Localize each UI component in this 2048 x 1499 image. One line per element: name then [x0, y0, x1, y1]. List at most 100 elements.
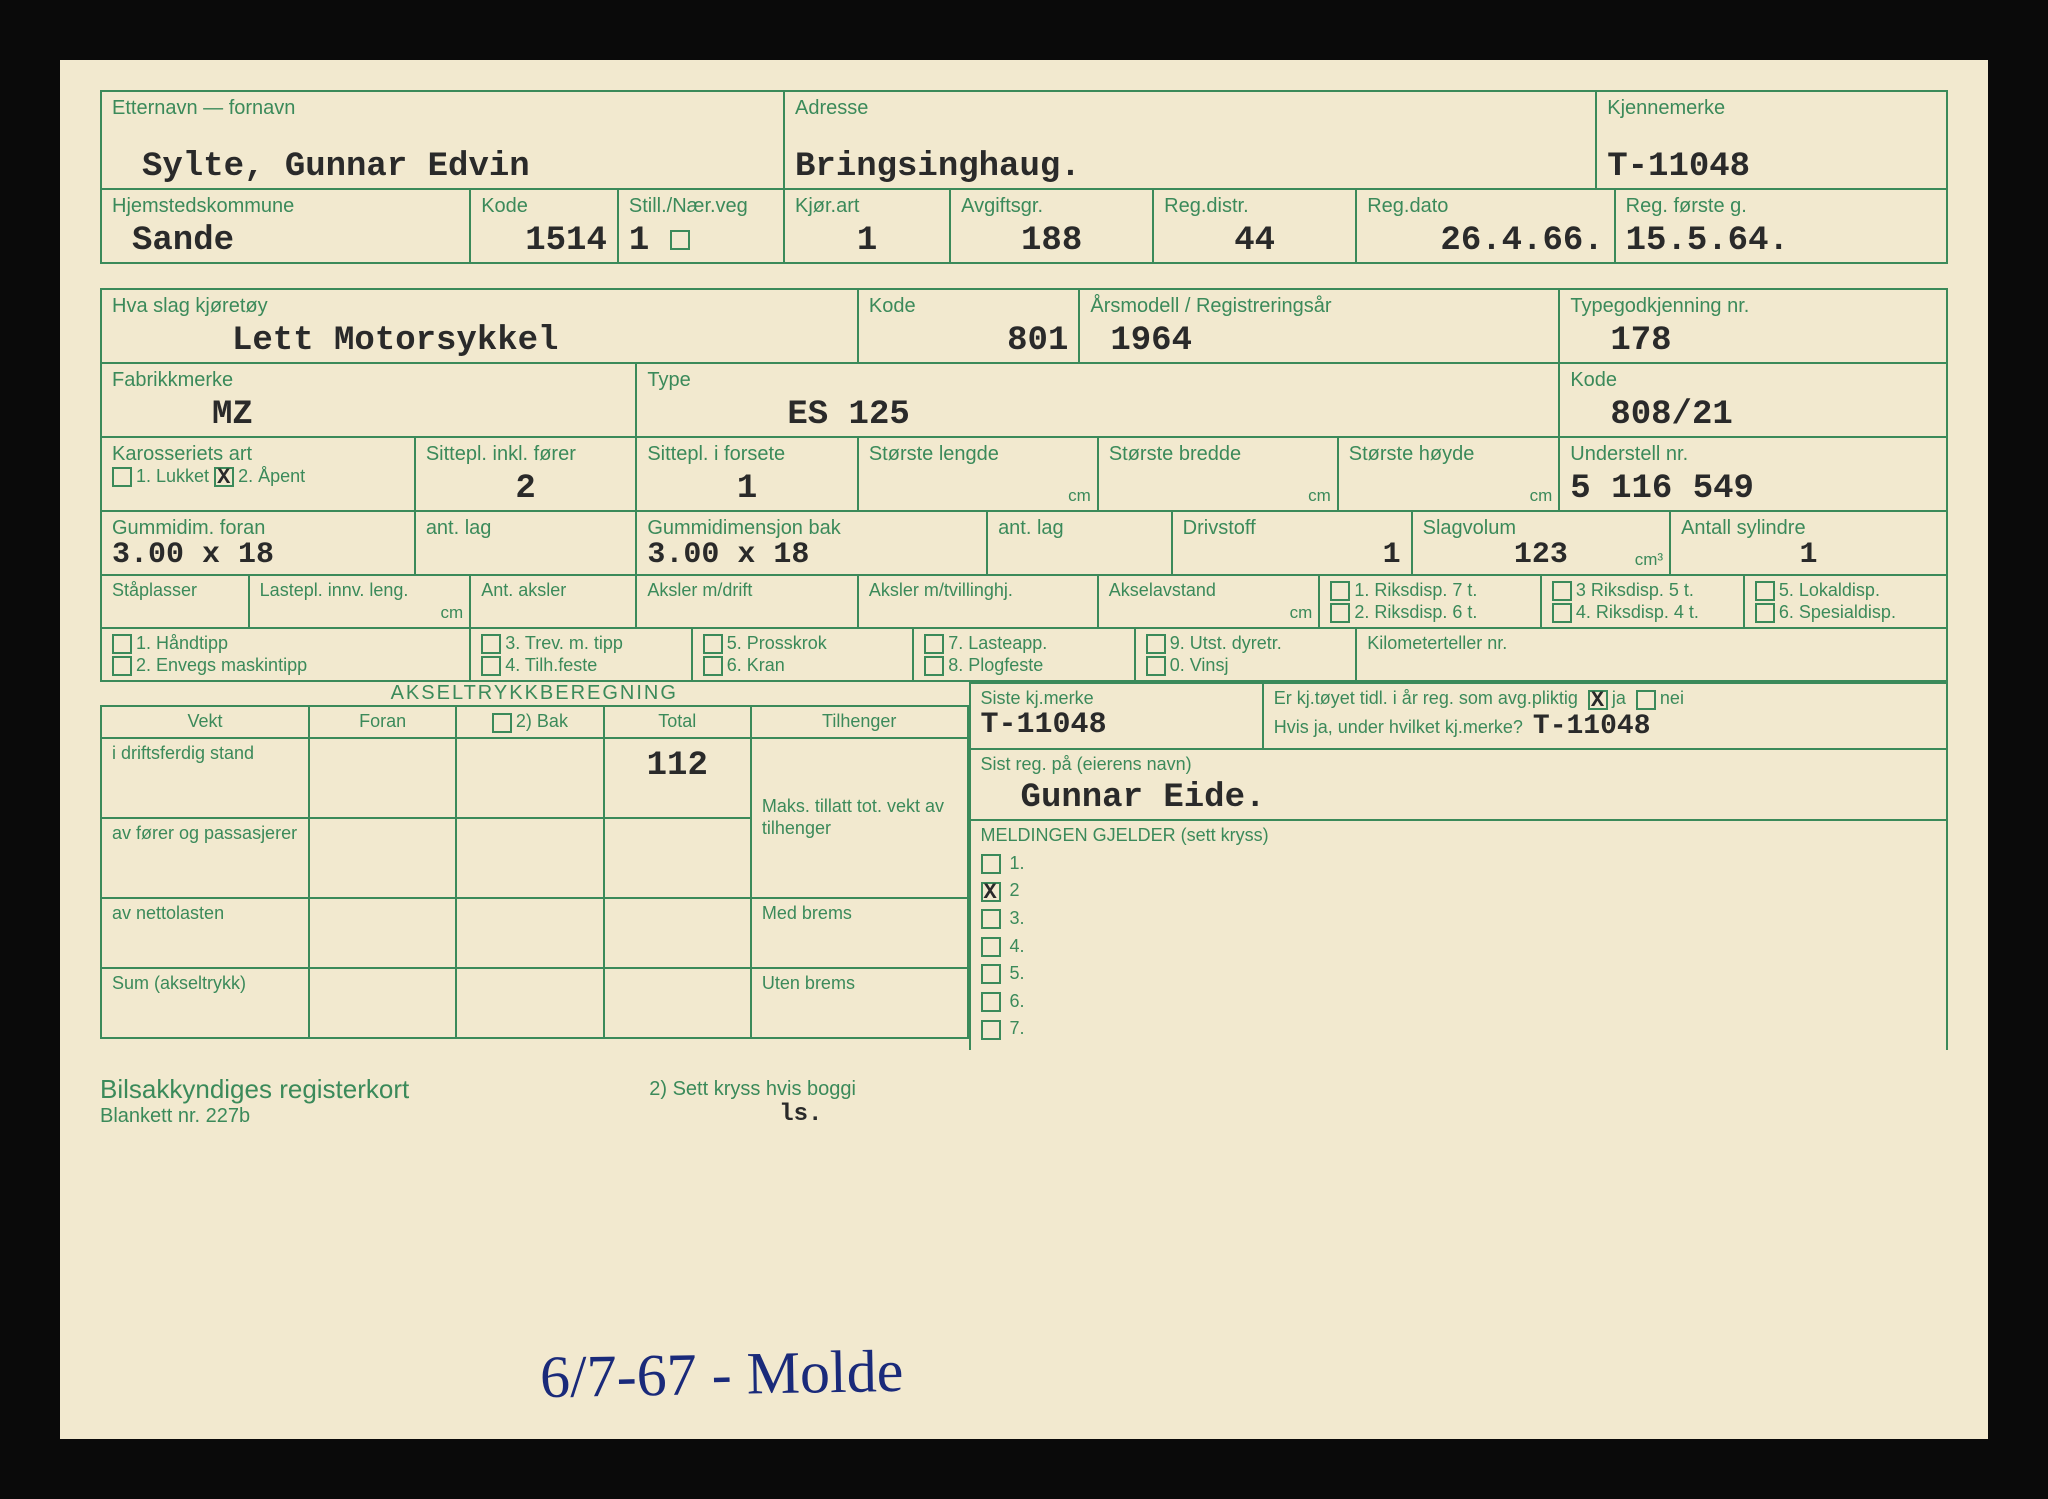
foran-hdr: Foran — [320, 711, 445, 733]
nettolast-label: av nettolasten — [112, 903, 298, 925]
sitteplfor-value: 1 — [647, 472, 847, 506]
riks5: 3 Riksdisp. 5 t. — [1552, 580, 1733, 602]
tidl-nei-cb — [1636, 690, 1656, 710]
karosseri-label: Karosseriets art — [112, 442, 404, 466]
drivstoff-label: Drivstoff — [1183, 516, 1401, 540]
slagvolum-label: Slagvolum — [1423, 516, 1659, 540]
footer-title: Bilsakkyndiges registerkort — [100, 1074, 409, 1105]
hjemsted-label: Hjemstedskommune — [112, 194, 459, 218]
h1: 1. Håndtipp — [112, 633, 459, 655]
meldingen-cb-6 — [981, 1020, 1001, 1040]
cm-unit: cm — [441, 603, 464, 623]
gummibak-value: 3.00 x 18 — [647, 540, 976, 570]
antlag1-label: ant. lag — [426, 516, 626, 540]
gummiforan-label: Gummidim. foran — [112, 516, 404, 540]
kjennemerke-value: T-11048 — [1607, 150, 1936, 184]
akselavstand-label: Akselavstand — [1109, 580, 1309, 602]
vehicle-row-6: 1. Håndtipp2. Envegs maskintipp 3. Trev.… — [100, 629, 1948, 682]
arsmodell-value: 1964 — [1090, 324, 1548, 358]
driftstand-total: 112 — [615, 749, 740, 783]
h3: 3. Trev. m. tipp — [481, 633, 681, 655]
fabrikk-label: Fabrikkmerke — [112, 368, 625, 392]
sum-label: Sum (akseltrykk) — [112, 973, 298, 995]
tidl-ja-cb — [1588, 690, 1608, 710]
riks7: 1. Riksdisp. 7 t. — [1330, 580, 1530, 602]
avgiftsgr-value: 188 — [961, 224, 1142, 258]
karosseri-cb1 — [112, 467, 132, 487]
medbrems-label: Med brems — [762, 903, 957, 925]
driftstand-label: i driftsferdig stand — [112, 743, 298, 765]
km-label: Kilometerteller nr. — [1367, 633, 1936, 655]
kjennemerke-label: Kjennemerke — [1607, 96, 1936, 120]
sylindre-value: 1 — [1681, 540, 1936, 570]
meldingen-cb-2 — [981, 909, 1001, 929]
siste-value: T-11048 — [981, 710, 1252, 740]
vekt-hdr: Vekt — [112, 711, 298, 733]
antlag2-label: ant. lag — [998, 516, 1161, 540]
h5: 5. Prosskrok — [703, 633, 903, 655]
fabrikk-value: MZ — [112, 398, 625, 432]
adresse-value: Bringsinghaug. — [795, 150, 1585, 184]
footer-sub: Blankett nr. 227b — [100, 1105, 409, 1128]
tilhenger-hdr: Tilhenger — [762, 711, 957, 733]
regforste-label: Reg. første g. — [1626, 194, 1936, 218]
typegod-value: 178 — [1570, 324, 1936, 358]
vehicle-row-3: Karosseriets art 1. Lukket 2. Åpent Sitt… — [100, 438, 1948, 512]
lokal5: 5. Lokaldisp. — [1755, 580, 1936, 602]
etternavn-value: Sylte, Gunnar Edvin — [112, 150, 773, 184]
header-row-2: Hjemstedskommune Sande Kode 1514 Still./… — [100, 190, 1948, 264]
kjorart-label: Kjør.art — [795, 194, 939, 218]
meldingen-opts: 1. 2 3. 4. 5. 6. 7. — [981, 853, 1936, 1040]
hoyde-label: Største høyde — [1349, 442, 1549, 466]
hjemsted-value: Sande — [112, 224, 459, 258]
still-checkbox — [670, 230, 690, 250]
siste-label: Siste kj.merke — [981, 688, 1252, 710]
hvaslag-label: Hva slag kjøretøy — [112, 294, 847, 318]
meldingen-cb-4 — [981, 964, 1001, 984]
kjorart-value: 1 — [795, 224, 939, 258]
kode3-label: Kode — [869, 294, 1069, 318]
type-label: Type — [647, 368, 1548, 392]
typegod-label: Typegodkjenning nr. — [1570, 294, 1936, 318]
handwritten-note: 6/7-67 - Molde — [539, 1337, 903, 1412]
header-row-1: Etternavn — fornavn Sylte, Gunnar Edvin … — [100, 90, 1948, 190]
sylindre-label: Antall sylindre — [1681, 516, 1936, 540]
meldingen-cb-0 — [981, 854, 1001, 874]
vehicle-row-5: Ståplasser Lastepl. innv. leng.cm Ant. a… — [100, 576, 1948, 629]
vehicle-row-1: Hva slag kjøretøy Lett Motorsykkel Kode … — [100, 288, 1948, 364]
meldingen-cb-3 — [981, 937, 1001, 957]
bredde-label: Største bredde — [1109, 442, 1327, 466]
right-info-table: Siste kj.merke T-11048 Er kj.tøyet tidl.… — [969, 682, 1948, 1050]
karosseri-opts: 1. Lukket 2. Åpent — [112, 466, 404, 488]
understell-value: 5 116 549 — [1570, 472, 1936, 506]
h9: 9. Utst. dyretr. — [1146, 633, 1346, 655]
still-value: 1 — [629, 224, 773, 258]
meldingen-label: MELDINGEN GJELDER (sett kryss) — [981, 825, 1936, 847]
sittepl-value: 2 — [426, 472, 626, 506]
h7: 7. Lasteapp. — [924, 633, 1124, 655]
footer-note: 2) Sett kryss hvis boggi ls. — [649, 1078, 856, 1128]
cm-unit: cm — [1068, 486, 1091, 506]
cm3-unit: cm³ — [1635, 550, 1663, 570]
tidl-label: Er kj.tøyet tidl. i år reg. som avg.plik… — [1274, 688, 1936, 710]
arsmodell-label: Årsmodell / Registreringsår — [1090, 294, 1548, 318]
kode2-value: 1514 — [481, 224, 607, 258]
regdistr-value: 44 — [1164, 224, 1345, 258]
sistreg-value: Gunnar Eide. — [981, 781, 1936, 815]
slagvolum-value: 123 — [1423, 540, 1659, 570]
kode4-label: Kode — [1570, 368, 1936, 392]
hvis-label: Hvis ja, under hvilket kj.merke? T-11048 — [1274, 710, 1936, 744]
kode3-value: 801 — [869, 324, 1069, 358]
etternavn-label: Etternavn — fornavn — [112, 96, 773, 120]
antaksler-label: Ant. aksler — [481, 580, 625, 602]
bak-hdr: 2) Bak — [467, 711, 592, 733]
meldingen-cb-5 — [981, 992, 1001, 1012]
akseltrykk-title: AKSELTRYKKBEREGNING — [100, 682, 969, 705]
vehicle-row-2: Fabrikkmerke MZ Type ES 125 Kode 808/21 — [100, 364, 1948, 438]
maks-tillatt: Maks. tillatt tot. vekt av tilhenger — [762, 796, 957, 839]
sitteplfor-label: Sittepl. i forsete — [647, 442, 847, 466]
gummiforan-value: 3.00 x 18 — [112, 540, 404, 570]
akslerdrift-label: Aksler m/drift — [647, 580, 847, 602]
cm-unit: cm — [1290, 603, 1313, 623]
avgiftsgr-label: Avgiftsgr. — [961, 194, 1142, 218]
